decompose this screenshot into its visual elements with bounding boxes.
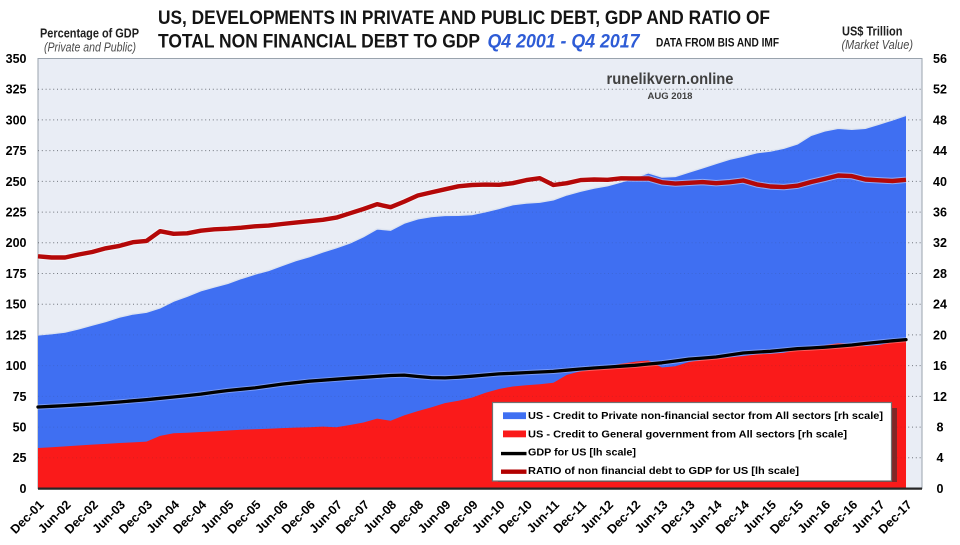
svg-text:12: 12 <box>933 390 947 404</box>
svg-text:US - Credit to General governm: US - Credit to General government from A… <box>528 429 847 440</box>
svg-text:8: 8 <box>937 421 944 435</box>
svg-text:50: 50 <box>13 421 27 435</box>
svg-text:25: 25 <box>13 451 27 465</box>
svg-text:US$ Trillion: US$ Trillion <box>842 24 903 39</box>
svg-text:0: 0 <box>20 482 27 496</box>
svg-text:28: 28 <box>933 267 947 281</box>
svg-text:40: 40 <box>933 175 947 189</box>
svg-text:RATIO of non financial debt to: RATIO of non financial debt to GDP for U… <box>528 466 799 477</box>
svg-text:TOTAL NON FINANCIAL DEBT TO GD: TOTAL NON FINANCIAL DEBT TO GDP <box>158 31 480 53</box>
svg-text:16: 16 <box>933 359 947 373</box>
svg-text:300: 300 <box>6 113 27 127</box>
svg-text:(Private and Public): (Private and Public) <box>44 41 136 55</box>
svg-text:250: 250 <box>6 175 27 189</box>
svg-text:125: 125 <box>6 328 27 342</box>
svg-text:350: 350 <box>6 52 27 66</box>
svg-text:Percentage of GDP: Percentage of GDP <box>40 26 139 41</box>
svg-text:225: 225 <box>6 206 27 220</box>
svg-text:275: 275 <box>6 144 27 158</box>
svg-text:32: 32 <box>933 236 947 250</box>
svg-text:Q4 2001 - Q4 2017: Q4 2001 - Q4 2017 <box>488 31 641 53</box>
svg-text:200: 200 <box>6 236 27 250</box>
svg-text:100: 100 <box>6 359 27 373</box>
svg-text:(Market Value): (Market Value) <box>842 38 914 52</box>
svg-text:DATA FROM BIS AND IMF: DATA FROM BIS AND IMF <box>656 36 779 50</box>
svg-text:20: 20 <box>933 328 947 342</box>
svg-text:4: 4 <box>937 451 944 465</box>
svg-text:150: 150 <box>6 298 27 312</box>
svg-text:52: 52 <box>933 83 947 97</box>
svg-text:US, DEVELOPMENTS IN PRIVATE AN: US, DEVELOPMENTS IN PRIVATE AND PUBLIC D… <box>158 7 770 29</box>
svg-text:0: 0 <box>937 482 944 496</box>
svg-text:175: 175 <box>6 267 27 281</box>
svg-text:US - Credit to Private non-fin: US - Credit to Private non-financial sec… <box>528 411 883 422</box>
svg-text:24: 24 <box>933 298 947 312</box>
svg-text:56: 56 <box>933 52 947 66</box>
svg-text:325: 325 <box>6 83 27 97</box>
svg-text:44: 44 <box>933 144 947 158</box>
svg-text:AUG 2018: AUG 2018 <box>648 91 693 102</box>
svg-text:runelikvern.online: runelikvern.online <box>607 71 734 88</box>
svg-text:36: 36 <box>933 206 947 220</box>
svg-text:48: 48 <box>933 113 947 127</box>
svg-text:GDP for US [lh scale]: GDP for US [lh scale] <box>528 448 636 459</box>
svg-text:75: 75 <box>13 390 27 404</box>
